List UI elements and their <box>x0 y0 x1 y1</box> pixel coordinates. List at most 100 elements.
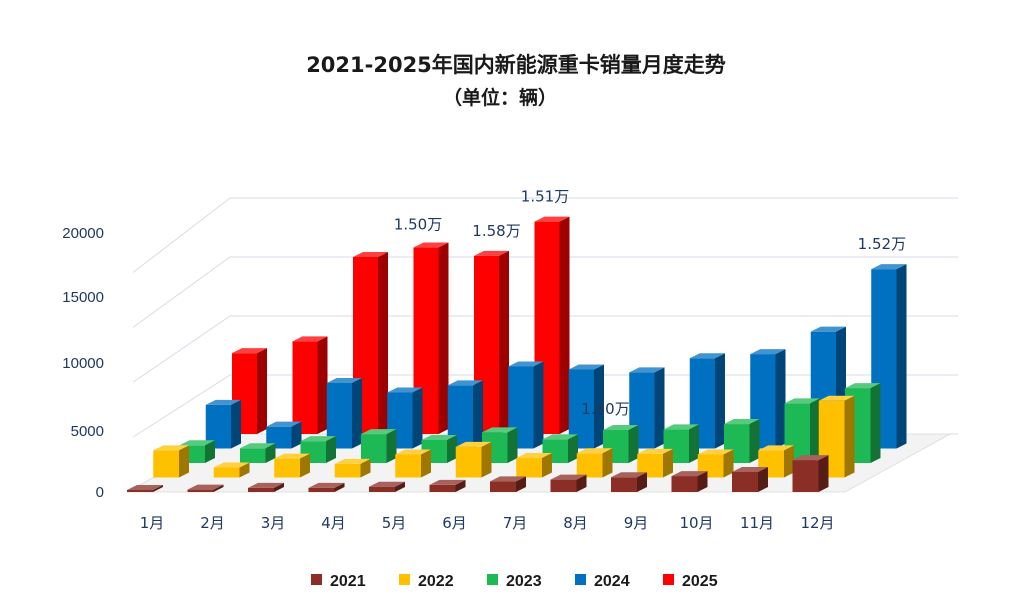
legend-item-2024: 2024 <box>575 573 630 590</box>
bar-front <box>395 454 421 478</box>
bar-side <box>205 440 215 463</box>
legend-swatch <box>663 574 674 585</box>
bar-2022-9月 <box>637 448 673 478</box>
bar-side <box>300 453 310 478</box>
bar-2021-6月 <box>429 479 466 492</box>
bar-front <box>490 481 516 492</box>
bar-top <box>689 353 725 359</box>
bar-2023-8月 <box>603 424 639 463</box>
bar-top <box>482 427 518 433</box>
bar-front <box>266 426 292 449</box>
bar-side <box>395 481 405 492</box>
x-axis-ticks: 1月 2月 3月 4月 5月 6月 7月 8月 9月 10月 11月 12月 <box>140 514 835 532</box>
bar-side <box>533 361 544 449</box>
legend-label: 2023 <box>506 573 542 590</box>
bar-side <box>568 434 578 463</box>
bar-top <box>818 395 855 401</box>
bar-top <box>871 264 907 270</box>
bar-front <box>187 489 214 492</box>
bar-top <box>353 252 388 257</box>
bar-2025-2月 <box>292 336 328 434</box>
bar-front <box>429 484 456 492</box>
gridline-10000 <box>132 315 958 383</box>
bar-2021-4月 <box>308 482 345 492</box>
bar-top <box>845 383 881 389</box>
series-2024 <box>205 264 907 449</box>
bar-top <box>240 443 276 449</box>
bar-front <box>274 458 300 478</box>
bar-top <box>516 453 552 459</box>
bar-2021-7月 <box>490 476 526 492</box>
bar-top <box>205 399 241 405</box>
x-tick-label: 9月 <box>624 514 649 532</box>
legend: 2021 2022 2023 2024 2025 <box>311 573 718 590</box>
bar-2025-6月 <box>534 216 570 434</box>
bar-2021-5月 <box>369 481 405 492</box>
bar-top <box>127 485 163 490</box>
bar-2022-7月 <box>516 453 552 478</box>
bar-front <box>153 450 179 478</box>
legend-label: 2025 <box>682 573 718 590</box>
bar-front <box>611 477 637 492</box>
bar-side <box>412 387 423 449</box>
bar-top <box>421 434 457 440</box>
y-tick-label: 5000 <box>71 423 104 440</box>
bar-top <box>724 419 760 425</box>
bar-side <box>628 424 639 463</box>
bar-front <box>732 471 758 492</box>
bar-side <box>775 349 786 449</box>
bar-side <box>334 482 345 492</box>
bar-top <box>490 476 526 482</box>
bar-side <box>723 449 734 478</box>
bar-top <box>334 458 371 464</box>
legend-swatch <box>399 574 410 585</box>
bar-top <box>429 479 466 485</box>
bar-front <box>308 487 335 492</box>
series-2021 <box>127 455 829 492</box>
bar-top <box>629 367 665 373</box>
x-tick-label: 6月 <box>442 514 467 532</box>
legend-item-2022: 2022 <box>399 573 454 590</box>
bar-side <box>697 471 708 492</box>
bar-top <box>810 326 846 332</box>
bar-front <box>248 487 274 492</box>
bar-2021-8月 <box>550 474 587 492</box>
bar-2023-9月 <box>663 424 699 463</box>
data-label-2025-4月: 1.50万 <box>394 216 442 234</box>
data-label-2025-6月: 1.51万 <box>521 188 569 206</box>
bar-2021-2月 <box>187 484 224 492</box>
y-tick-label: 0 <box>96 484 104 501</box>
gridline-20000 <box>132 197 958 273</box>
bar-2021-10月 <box>671 471 708 492</box>
bar-top <box>292 336 328 342</box>
legend-item-2025: 2025 <box>663 573 718 590</box>
bar-front <box>637 453 663 478</box>
bar-front <box>334 463 361 478</box>
bar-front <box>213 467 240 478</box>
legend-label: 2022 <box>418 573 454 590</box>
bar-side <box>818 455 829 492</box>
x-tick-label: 5月 <box>382 514 407 532</box>
bar-2024-8月 <box>629 367 665 449</box>
bar-top <box>153 445 189 451</box>
bar-2023-2月 <box>240 443 276 463</box>
bar-top <box>732 466 768 472</box>
bar-top <box>663 424 699 430</box>
bar-top <box>213 462 250 468</box>
bar-side <box>378 252 388 434</box>
data-label-2024-12月: 1.52万 <box>858 235 906 253</box>
bar-2024-2月 <box>266 421 302 449</box>
bar-front <box>550 479 577 492</box>
legend-swatch <box>487 574 498 585</box>
bar-2025-5月 <box>474 250 509 434</box>
bar-top <box>611 472 647 478</box>
bar-top <box>232 348 267 354</box>
bar-side <box>870 383 881 463</box>
bar-top <box>248 482 284 488</box>
x-tick-label: 11月 <box>740 514 774 532</box>
bar-top <box>266 421 302 427</box>
bar-side <box>602 448 613 478</box>
bar-side <box>516 476 526 492</box>
